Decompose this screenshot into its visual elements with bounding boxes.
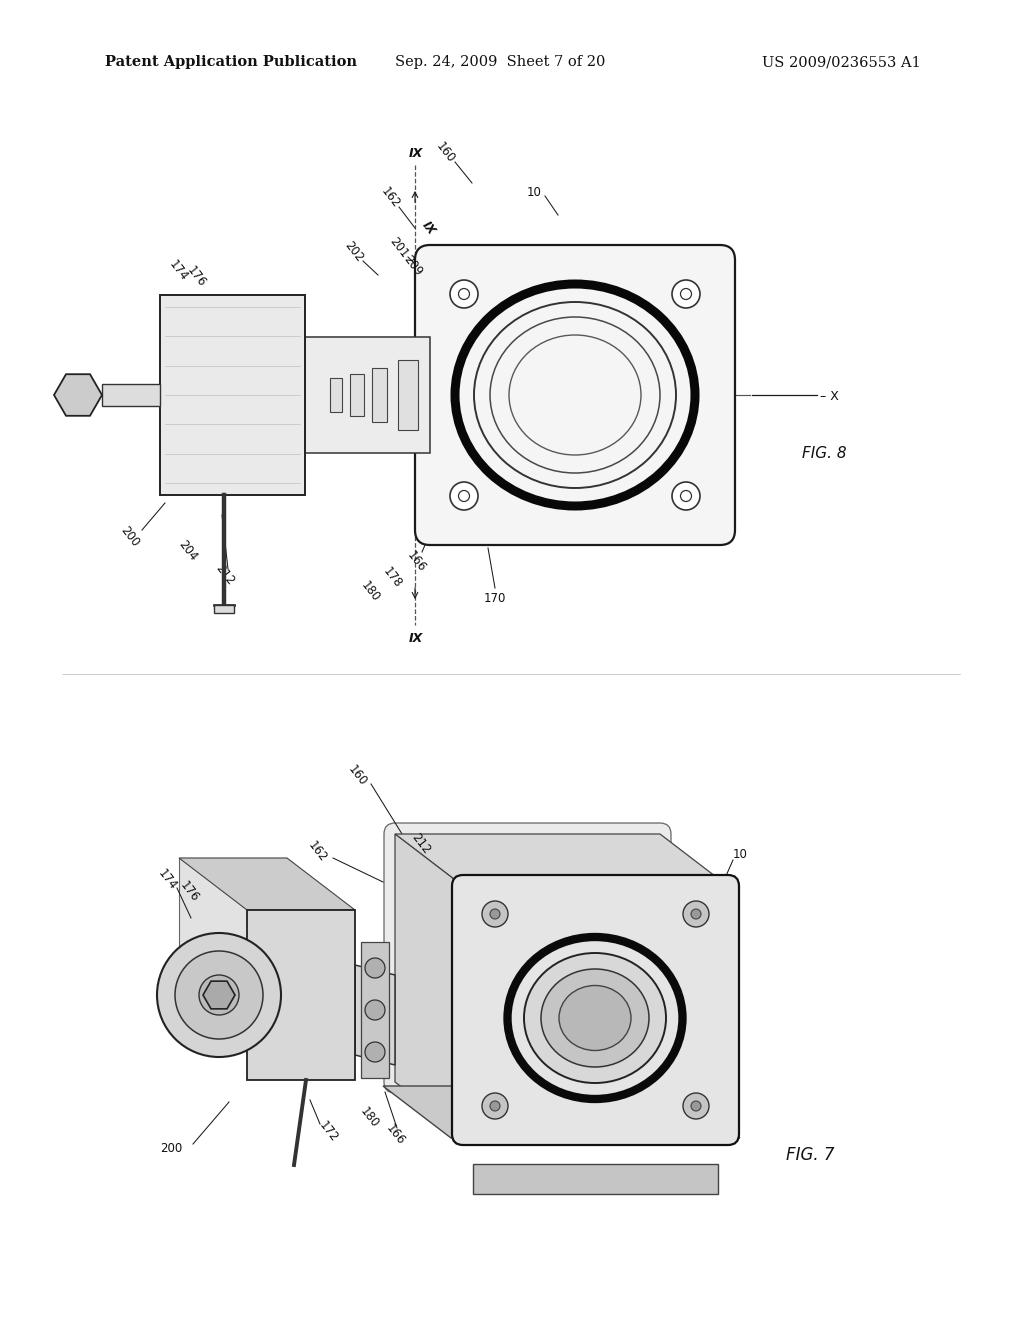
Bar <box>398 360 418 430</box>
Circle shape <box>490 1101 500 1111</box>
FancyBboxPatch shape <box>452 875 739 1144</box>
Text: IX: IX <box>420 219 438 238</box>
Text: 172: 172 <box>316 1119 340 1144</box>
Circle shape <box>691 1101 701 1111</box>
Text: 176: 176 <box>184 264 208 290</box>
Polygon shape <box>473 1164 718 1195</box>
Text: 10: 10 <box>526 186 542 199</box>
Bar <box>361 942 389 1078</box>
Text: IX: IX <box>409 632 423 645</box>
Text: 212: 212 <box>409 832 433 857</box>
Bar <box>102 384 160 407</box>
Text: Patent Application Publication: Patent Application Publication <box>105 55 357 69</box>
Bar <box>372 368 387 422</box>
Text: – X: – X <box>820 391 839 404</box>
Bar <box>350 374 364 416</box>
Ellipse shape <box>541 969 649 1067</box>
Text: 204: 204 <box>176 539 200 564</box>
Text: 166: 166 <box>383 1122 408 1148</box>
Text: 162: 162 <box>305 840 329 865</box>
Text: FIG. 7: FIG. 7 <box>786 1146 835 1164</box>
Text: 200: 200 <box>118 524 142 549</box>
Circle shape <box>450 482 478 510</box>
Circle shape <box>672 482 700 510</box>
Text: 202: 202 <box>342 239 366 265</box>
Circle shape <box>365 1041 385 1063</box>
Circle shape <box>365 1001 385 1020</box>
Circle shape <box>683 902 709 927</box>
Text: 178: 178 <box>380 565 404 591</box>
Circle shape <box>199 975 239 1015</box>
Text: 180: 180 <box>358 579 382 605</box>
Circle shape <box>490 909 500 919</box>
Bar <box>214 605 234 612</box>
Text: US 2009/0236553 A1: US 2009/0236553 A1 <box>762 55 921 69</box>
Text: 160: 160 <box>433 140 457 166</box>
Circle shape <box>681 289 691 300</box>
Text: 10: 10 <box>732 847 748 861</box>
Circle shape <box>482 902 508 927</box>
Text: 212: 212 <box>213 562 237 587</box>
Text: X –: X – <box>379 391 398 404</box>
Bar <box>247 909 355 1080</box>
Circle shape <box>175 950 263 1039</box>
Ellipse shape <box>524 953 666 1082</box>
Circle shape <box>691 909 701 919</box>
FancyBboxPatch shape <box>384 822 671 1093</box>
Bar <box>305 337 430 453</box>
Bar <box>179 858 287 1028</box>
Text: IX: IX <box>409 147 423 160</box>
Polygon shape <box>395 834 463 1134</box>
Circle shape <box>365 958 385 978</box>
Ellipse shape <box>559 986 631 1051</box>
Circle shape <box>459 491 469 502</box>
Text: 174: 174 <box>166 259 190 284</box>
Circle shape <box>459 289 469 300</box>
Text: FIG. 8: FIG. 8 <box>802 446 847 461</box>
Text: 180: 180 <box>357 1105 381 1131</box>
Polygon shape <box>179 858 355 909</box>
Circle shape <box>683 1093 709 1119</box>
Text: 162: 162 <box>378 185 402 211</box>
Circle shape <box>157 933 281 1057</box>
Circle shape <box>450 280 478 308</box>
Text: Sep. 24, 2009  Sheet 7 of 20: Sep. 24, 2009 Sheet 7 of 20 <box>395 55 605 69</box>
Polygon shape <box>395 834 728 886</box>
Text: 209: 209 <box>401 253 425 279</box>
Text: 201: 201 <box>387 235 411 261</box>
Text: 166: 166 <box>403 549 428 576</box>
FancyBboxPatch shape <box>415 246 735 545</box>
Circle shape <box>482 1093 508 1119</box>
Circle shape <box>672 280 700 308</box>
Circle shape <box>681 491 691 502</box>
Text: 170: 170 <box>483 591 506 605</box>
Text: 160: 160 <box>345 763 369 789</box>
Polygon shape <box>383 1086 740 1138</box>
Text: 200: 200 <box>160 1142 182 1155</box>
Text: 176: 176 <box>177 879 201 906</box>
Polygon shape <box>355 965 395 1065</box>
Bar <box>160 294 305 495</box>
Text: 174: 174 <box>155 867 179 892</box>
Bar <box>330 378 342 412</box>
